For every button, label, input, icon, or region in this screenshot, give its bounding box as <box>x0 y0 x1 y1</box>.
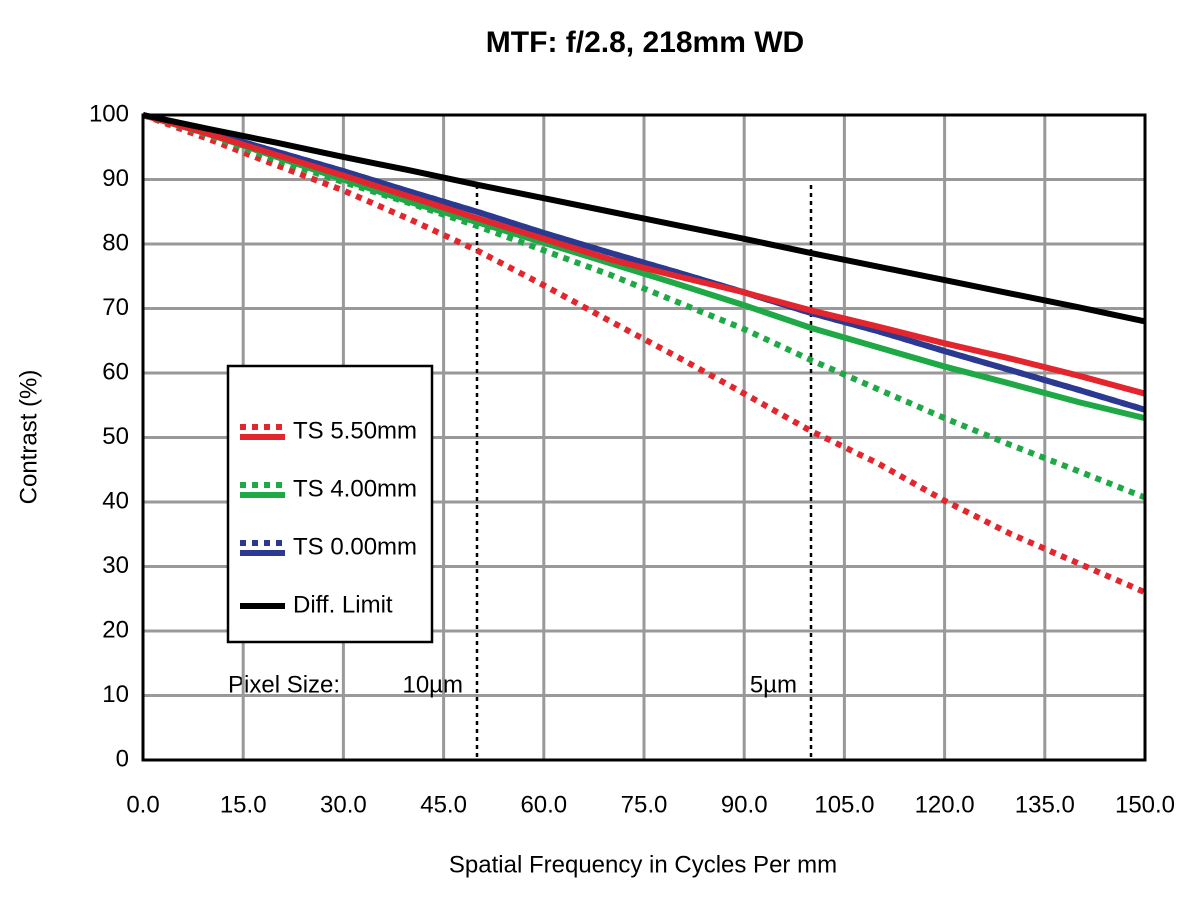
series-line <box>141 112 1147 596</box>
legend-label: TS 4.00mm <box>293 475 417 502</box>
y-tick-label: 70 <box>102 294 129 321</box>
chart-title: MTF: f/2.8, 218mm WD <box>486 26 804 59</box>
series-line <box>142 112 1146 413</box>
x-tick-label: 30.0 <box>320 791 367 818</box>
y-tick-label: 50 <box>102 423 129 450</box>
x-tick-label: 45.0 <box>420 791 467 818</box>
x-tick-label: 135.0 <box>1015 791 1075 818</box>
y-tick-label: 60 <box>102 358 129 385</box>
legend-label: TS 5.50mm <box>293 417 417 444</box>
x-tick-label: 15.0 <box>220 791 267 818</box>
legend-label: Diff. Limit <box>293 591 393 618</box>
x-tick-label: 0.0 <box>126 791 159 818</box>
y-tick-label: 20 <box>102 616 129 643</box>
series-line <box>142 112 1146 325</box>
legend-label: TS 0.00mm <box>293 533 417 560</box>
pixel-size-label: 5µm <box>750 671 797 698</box>
x-axis-label: Spatial Frequency in Cycles Per mm <box>449 851 837 878</box>
y-tick-label: 0 <box>116 745 129 772</box>
annotation: Pixel Size: <box>228 671 340 698</box>
y-tick-label: 10 <box>102 681 129 708</box>
x-tick-label: 120.0 <box>915 791 975 818</box>
x-tick-label: 150.0 <box>1115 791 1175 818</box>
pixel-size-label: 10µm <box>402 671 463 698</box>
x-tick-label: 60.0 <box>520 791 567 818</box>
plot-frame <box>141 113 1147 762</box>
x-tick-label: 90.0 <box>721 791 768 818</box>
x-tick-label: 105.0 <box>814 791 874 818</box>
legend-box <box>226 364 434 644</box>
y-tick-label: 80 <box>102 229 129 256</box>
y-tick-label: 90 <box>102 165 129 192</box>
y-tick-label: 30 <box>102 552 129 579</box>
series-line <box>142 112 1146 397</box>
y-tick-label: 100 <box>89 100 129 127</box>
y-tick-label: 40 <box>102 487 129 514</box>
x-tick-label: 75.0 <box>621 791 668 818</box>
series-line <box>142 112 1147 501</box>
y-axis-label: Contrast (%) <box>15 370 42 505</box>
